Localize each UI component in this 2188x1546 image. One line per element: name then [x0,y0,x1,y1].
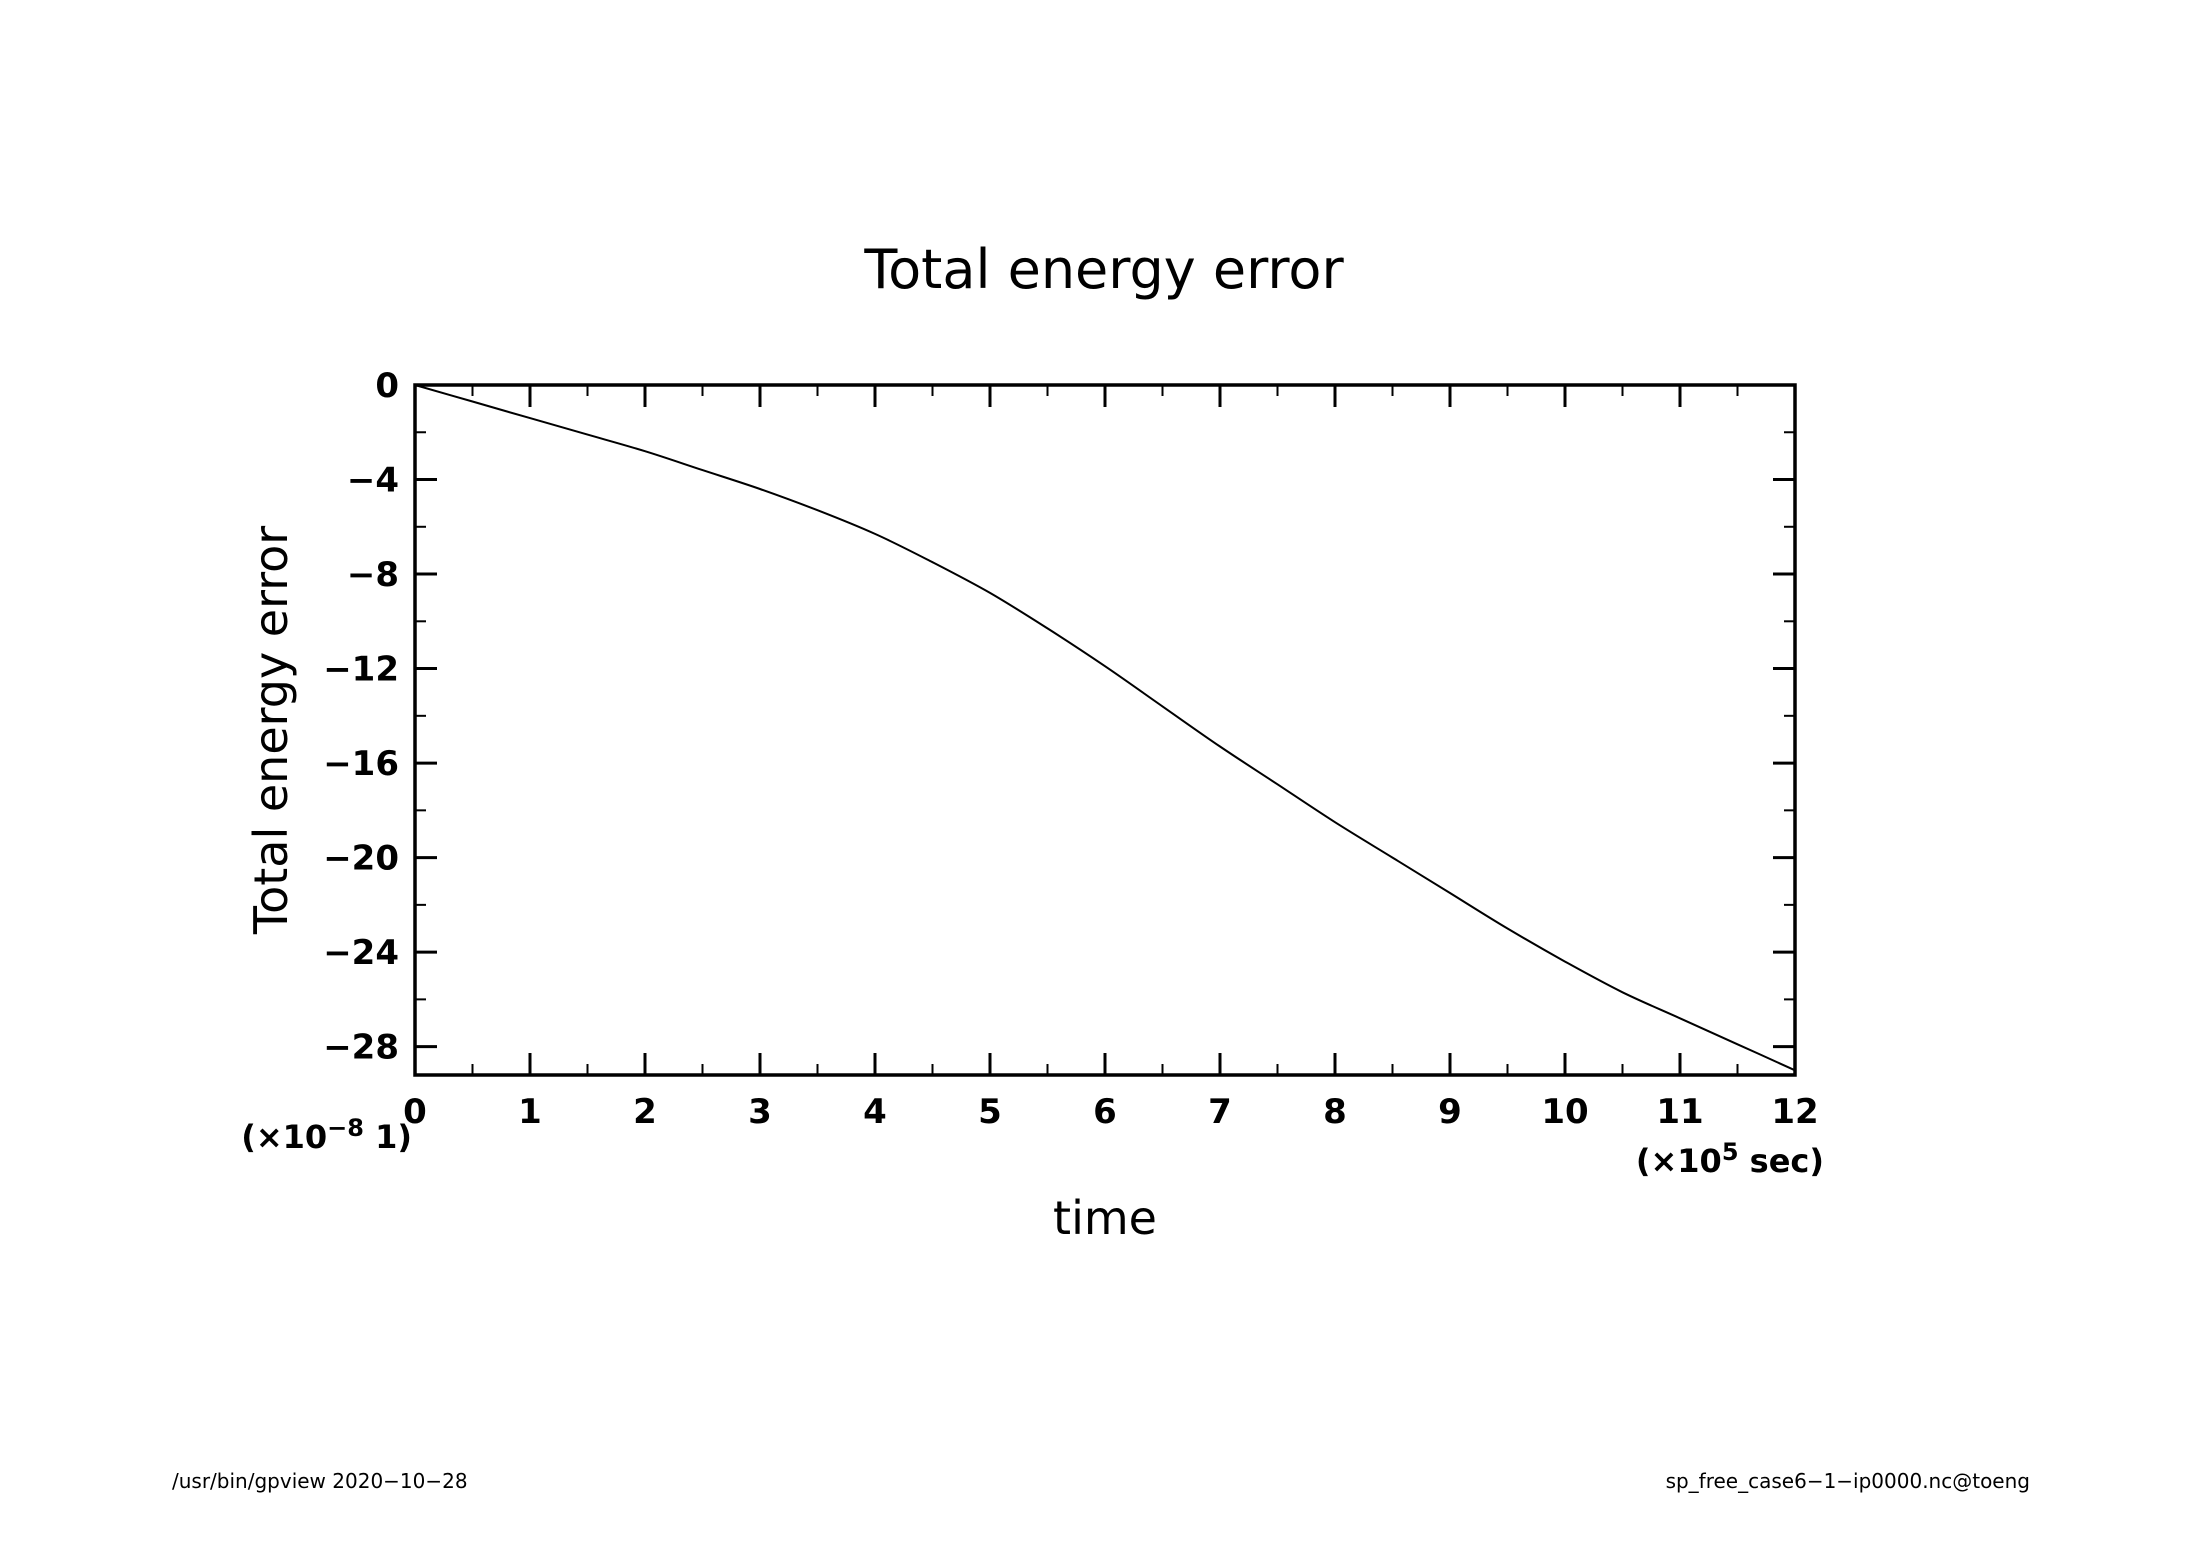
y-tick-label: −28 [323,1028,399,1068]
x-axis-tick-labels: 0 1 2 3 4 5 6 7 8 9 10 11 12 [403,1092,1819,1132]
y-scale-label: (×10−8 1) [241,1114,412,1156]
y-tick-label: −4 [347,461,399,501]
x-tick-label: 5 [978,1092,1002,1132]
x-tick-label: 1 [518,1092,542,1132]
y-scale-exponent: −8 [327,1114,364,1142]
y-axis-tick-labels: 0 −4 −8 −12 −16 −20 −24 −28 [323,366,399,1068]
x-tick-label: 10 [1541,1092,1588,1132]
x-axis-label: time [1053,1191,1157,1245]
footer-right: sp_free_case6−1−ip0000.nc@toeng [1666,1469,2030,1493]
x-tick-label: 8 [1323,1092,1347,1132]
y-tick-label: −12 [323,650,399,690]
y-tick-label: −16 [323,744,399,784]
x-tick-label: 2 [633,1092,657,1132]
x-tick-label: 12 [1771,1092,1818,1132]
x-tick-label: 3 [748,1092,772,1132]
y-axis-label: Total energy error [244,526,298,935]
x-scale-suffix: sec) [1739,1142,1824,1180]
chart-title: Total energy error [863,238,1344,301]
series-line [414,384,1796,1072]
x-tick-label: 9 [1438,1092,1462,1132]
y-tick-label: 0 [375,366,399,406]
y-scale-prefix: (×10 [241,1118,327,1156]
x-tick-label: 11 [1656,1092,1703,1132]
y-axis-ticks [415,383,1795,1049]
y-tick-label: −8 [347,555,399,595]
x-tick-label: 6 [1093,1092,1117,1132]
x-scale-prefix: (×10 [1636,1142,1722,1180]
footer-left: /usr/bin/gpview 2020−10−28 [172,1469,468,1493]
y-tick-label: −20 [323,839,399,879]
x-scale-label: (×105 sec) [1636,1138,1824,1180]
plot-frame [413,383,1797,1077]
y-tick-label: −24 [323,933,399,973]
x-scale-exponent: 5 [1722,1138,1739,1166]
y-scale-suffix: 1) [364,1118,412,1156]
x-tick-label: 7 [1208,1092,1232,1132]
x-axis-ticks [413,385,1797,1075]
x-tick-label: 4 [863,1092,887,1132]
x-tick-label: 0 [403,1092,427,1132]
